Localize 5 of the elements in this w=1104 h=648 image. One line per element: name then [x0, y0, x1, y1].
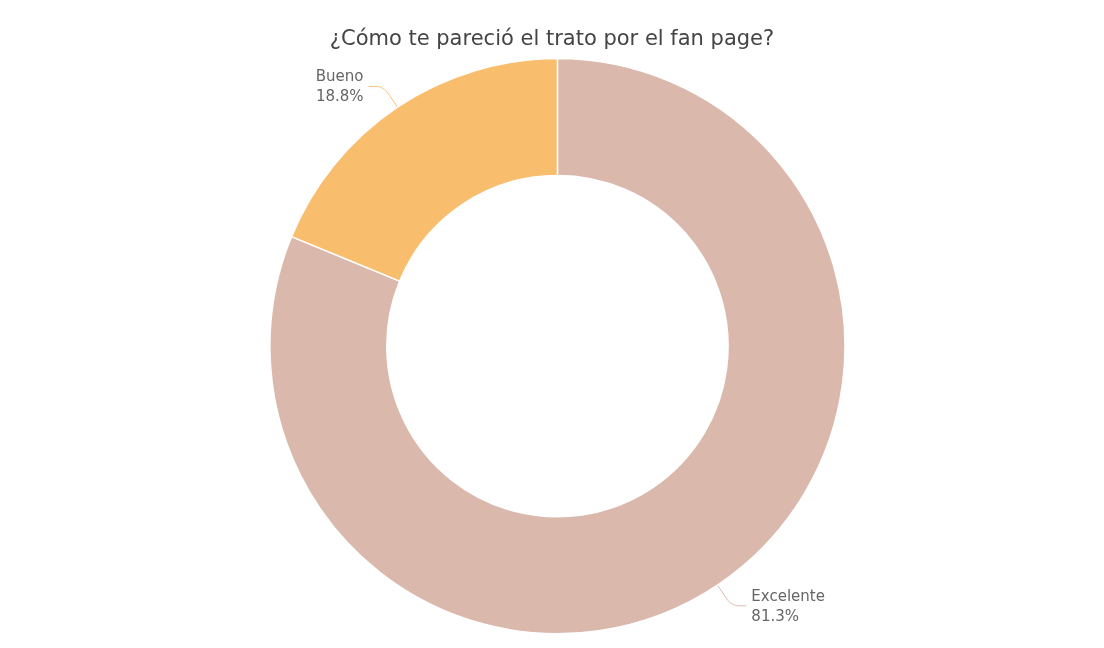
slice-label: Excelente: [751, 586, 825, 605]
data-label: 81.3%: [751, 606, 799, 625]
data-label: 18.8%: [315, 87, 364, 106]
chart-title: ¿Cómo te pareció el trato por el fan page?: [329, 25, 775, 50]
slice-label: Bueno: [315, 67, 364, 86]
